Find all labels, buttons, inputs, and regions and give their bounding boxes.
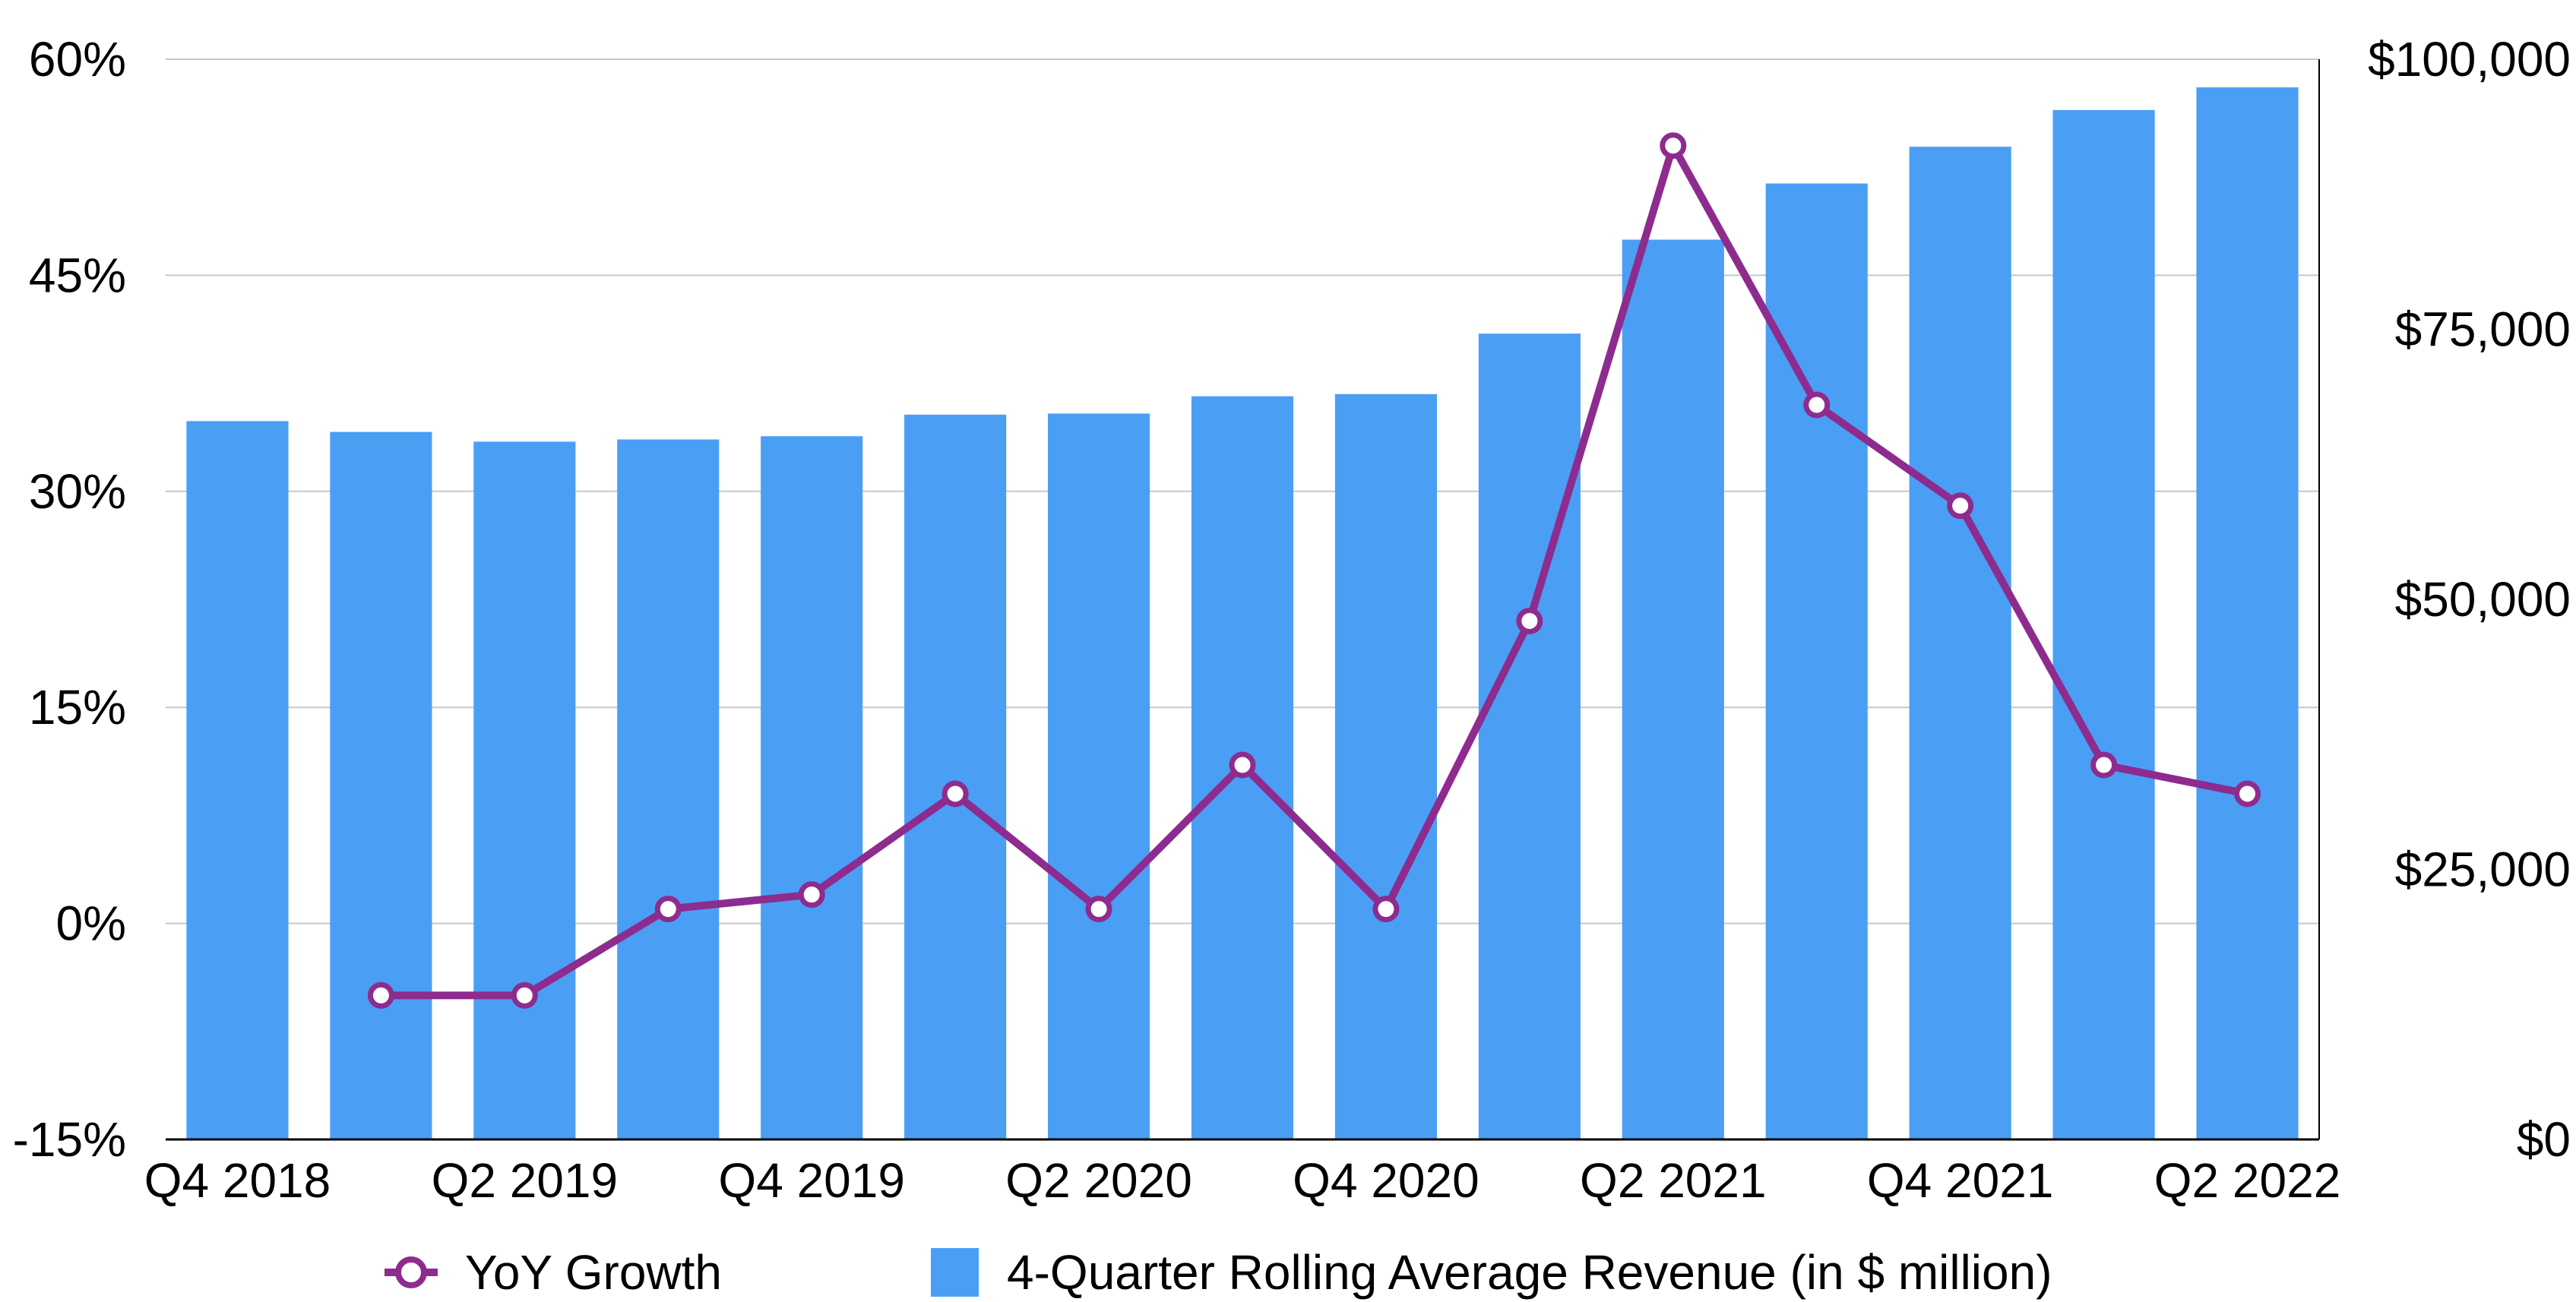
yoy-growth-point (1947, 492, 1974, 520)
y-right-tick-label: $75,000 (2395, 302, 2571, 357)
revenue-bar (1765, 183, 1868, 1139)
yoy-growth-point (1085, 896, 1112, 923)
y-left-tick-label: -15% (13, 1112, 126, 1167)
y-left-tick-label: 15% (29, 680, 126, 735)
legend-bar-swatch (931, 1248, 979, 1297)
yoy-growth-point (941, 780, 969, 807)
y-left-tick-label: 30% (29, 464, 126, 519)
yoy-growth-point (654, 896, 682, 923)
yoy-growth-point (2234, 780, 2261, 807)
y-right-tick-label: $0 (2517, 1112, 2571, 1167)
line-series (367, 132, 2261, 1009)
y-right-tick-label: $100,000 (2368, 32, 2571, 87)
revenue-bar (1909, 147, 2011, 1139)
tick-labels: -15% 0% 15% 30% 45% 60% $0 $25,000 $50,000 $75,00… (13, 32, 2571, 1208)
yoy-growth-point (1803, 391, 1831, 419)
y-right-tick-label: $50,000 (2395, 572, 2571, 627)
revenue-bar (761, 436, 863, 1139)
yoy-growth-point (367, 981, 394, 1009)
yoy-growth-point (798, 881, 825, 909)
revenue-bar (1334, 393, 1438, 1139)
x-tick-label: Q2 2019 (432, 1153, 619, 1208)
legend-label-rolling-revenue: 4-Quarter Rolling Average Revenue (in $ … (1007, 1245, 2052, 1300)
y-right-tick-label: $25,000 (2395, 842, 2571, 897)
revenue-bar (330, 431, 432, 1139)
revenue-bar (1478, 333, 1581, 1139)
revenue-bar (904, 414, 1007, 1139)
revenue-bar (2052, 109, 2155, 1140)
yoy-growth-point (1372, 896, 1400, 923)
revenue-bar (473, 441, 576, 1139)
x-tick-label: Q4 2019 (718, 1153, 905, 1208)
x-tick-label: Q4 2020 (1293, 1153, 1479, 1208)
x-tick-label: Q2 2021 (1580, 1153, 1767, 1208)
yoy-growth-point (2090, 751, 2118, 779)
yoy-growth-point (1516, 607, 1543, 634)
x-tick-label: Q2 2022 (2154, 1153, 2341, 1208)
yoy-growth-point (1660, 132, 1687, 160)
yoy-growth-line (377, 141, 2252, 1000)
x-tick-label: Q4 2018 (144, 1153, 331, 1208)
revenue-bar (186, 421, 289, 1139)
y-left-tick-label: 60% (29, 32, 126, 87)
revenue-bar (2196, 87, 2299, 1139)
revenue-bar (617, 439, 720, 1139)
y-left-tick-label: 45% (29, 248, 126, 302)
axes (166, 59, 2320, 1141)
revenue-bar (1622, 239, 1724, 1139)
legend-label-yoy-growth: YoY Growth (465, 1245, 722, 1300)
revenue-bar (1047, 413, 1150, 1139)
x-tick-label: Q4 2021 (1867, 1153, 2054, 1208)
yoy-growth-point (1229, 751, 1256, 779)
x-tick-label: Q2 2020 (1005, 1153, 1192, 1208)
bar-series (186, 87, 2299, 1140)
legend: YoY Growth 4-Quarter Rolling Average Reve… (385, 1245, 2052, 1300)
legend-marker-icon (395, 1256, 427, 1288)
y-left-tick-label: 0% (56, 896, 127, 951)
yoy-growth-point (511, 981, 538, 1009)
